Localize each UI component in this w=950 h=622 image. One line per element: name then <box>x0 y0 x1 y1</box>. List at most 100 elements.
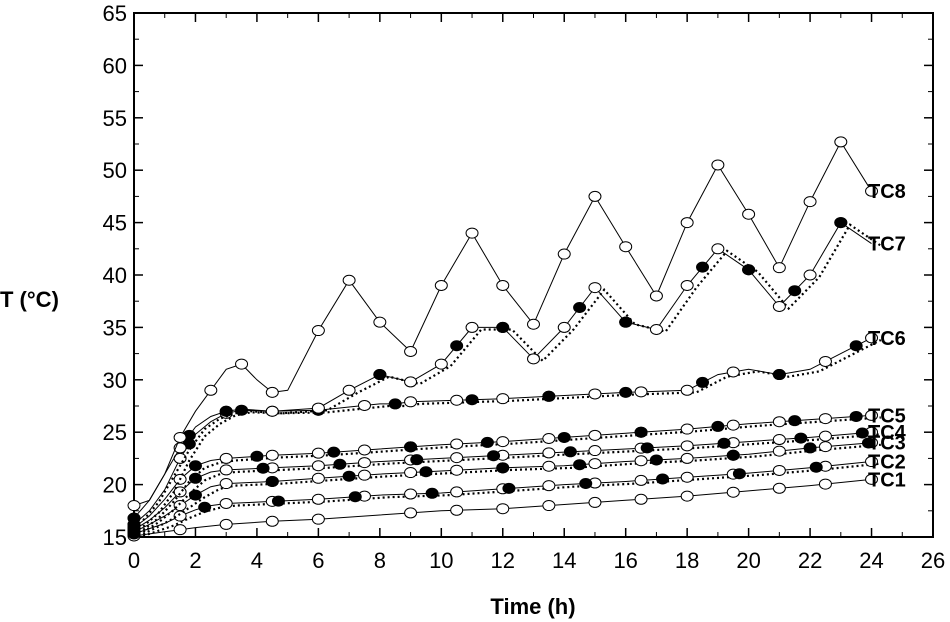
open-marker-tc8 <box>465 227 479 239</box>
filled-marker-tc7 <box>496 321 510 333</box>
filled-marker-tc4 <box>563 446 577 458</box>
open-marker-tc1 <box>173 524 187 536</box>
series-label-tc6: TC6 <box>868 328 906 350</box>
open-marker-tc7 <box>527 353 540 365</box>
series-label-tc2: TC2 <box>868 452 906 474</box>
filled-marker-tc7 <box>834 217 848 229</box>
open-marker-tc7 <box>465 321 479 333</box>
filled-marker-tc5 <box>849 410 863 422</box>
open-marker-tc4 <box>588 445 602 457</box>
open-marker-tc3 <box>542 460 556 472</box>
filled-marker-tc7 <box>742 264 756 276</box>
open-marker-tc8 <box>803 196 817 208</box>
filled-marker-tc3 <box>803 442 817 454</box>
y-axis-ticks: 15 20 25 30 35 40 45 50 55 60 65 <box>103 1 933 550</box>
open-marker-tc1 <box>818 478 832 490</box>
filled-marker-tc6 <box>849 340 863 352</box>
filled-marker-tc7 <box>373 369 387 381</box>
series-line-tc6 <box>133 337 872 525</box>
open-marker-tc6 <box>357 399 371 411</box>
open-marker-tc4 <box>219 464 233 476</box>
open-marker-tc8 <box>173 431 187 443</box>
filled-marker-tc2 <box>579 477 593 489</box>
open-marker-tc2 <box>219 497 233 509</box>
filled-marker-tc4 <box>640 442 654 454</box>
filled-marker-tc2 <box>656 473 670 485</box>
open-marker-tc8 <box>342 274 356 286</box>
open-marker-tc3 <box>634 455 648 467</box>
filled-marker-tc7 <box>619 316 633 328</box>
open-marker-tc8 <box>127 500 141 512</box>
open-marker-tc2 <box>634 474 648 486</box>
filled-marker-tc5 <box>557 431 571 443</box>
x-tick-label: 14 <box>552 548 576 573</box>
series-tc3 <box>127 437 881 538</box>
filled-marker-tc6 <box>619 386 633 398</box>
x-axis-ticks: 0 2 4 6 8 10 12 14 16 18 20 22 24 26 <box>128 13 945 573</box>
series-label-tc5: TC5 <box>868 405 906 427</box>
open-marker-tc4 <box>357 457 371 469</box>
y-tick-label: 45 <box>103 211 127 236</box>
filled-marker-tc4 <box>717 437 731 449</box>
open-marker-tc1 <box>865 473 879 485</box>
filled-marker-tc2 <box>425 487 439 499</box>
open-marker-tc8 <box>235 358 249 370</box>
filled-marker-tc5 <box>404 441 418 453</box>
open-marker-tc3 <box>450 464 464 476</box>
open-marker-tc8 <box>649 290 663 302</box>
open-marker-tc1 <box>404 507 418 519</box>
open-marker-tc2 <box>542 480 556 492</box>
series-line-tc7 <box>133 221 872 519</box>
open-marker-tc4 <box>772 434 786 446</box>
open-marker-tc7 <box>588 282 602 294</box>
x-tick-label: 16 <box>613 548 637 573</box>
filled-marker-tc3 <box>419 466 433 478</box>
x-axis-title: Time (h) <box>490 594 575 619</box>
series-tc7 <box>127 217 882 524</box>
open-marker-tc4 <box>818 430 832 442</box>
y-tick-label: 50 <box>103 158 127 183</box>
open-marker-tc6 <box>865 332 879 344</box>
filled-marker-tc5 <box>788 415 802 427</box>
filled-marker-tc4 <box>256 462 270 474</box>
open-marker-tc5 <box>450 438 464 450</box>
open-marker-tc8 <box>588 190 602 202</box>
series-dotted-tc6 <box>142 339 882 528</box>
open-marker-tc3 <box>588 458 602 470</box>
x-tick-label: 24 <box>859 548 883 573</box>
series-label-tc8: TC8 <box>868 181 906 203</box>
open-marker-tc3 <box>404 467 418 479</box>
open-marker-tc8 <box>373 316 387 328</box>
y-tick-label: 20 <box>103 473 127 498</box>
open-marker-tc8 <box>680 217 694 229</box>
open-marker-tc8 <box>865 185 879 197</box>
open-marker-tc3 <box>173 500 187 512</box>
series-dotted-tc2 <box>142 462 881 538</box>
open-marker-tc1 <box>680 490 694 502</box>
open-marker-tc2 <box>311 493 325 505</box>
filled-marker-tc3 <box>342 470 356 482</box>
filled-marker-tc2 <box>502 482 516 494</box>
series-dotted-tc3 <box>142 443 881 535</box>
x-tick-label: 2 <box>189 548 201 573</box>
filled-marker-tc7 <box>219 405 233 417</box>
y-tick-label: 25 <box>103 420 127 445</box>
series-label-tc4: TC4 <box>868 422 907 444</box>
x-tick-label: 0 <box>128 548 140 573</box>
x-tick-label: 12 <box>491 548 515 573</box>
open-marker-tc6 <box>404 396 418 408</box>
open-marker-tc2 <box>865 456 879 468</box>
open-marker-tc8 <box>404 346 418 358</box>
y-tick-label: 15 <box>103 525 127 550</box>
filled-marker-tc6 <box>465 394 479 406</box>
open-marker-tc1 <box>542 500 556 512</box>
filled-marker-tc5 <box>327 446 341 458</box>
series-label-tc1: TC1 <box>868 469 906 491</box>
y-axis-title: T (°C) <box>0 287 59 312</box>
x-tick-label: 20 <box>736 548 760 573</box>
filled-marker-tc4 <box>855 427 869 439</box>
open-marker-tc7 <box>557 321 571 333</box>
series-group <box>127 136 882 542</box>
open-marker-tc5 <box>496 436 510 448</box>
x-tick-label: 6 <box>312 548 324 573</box>
